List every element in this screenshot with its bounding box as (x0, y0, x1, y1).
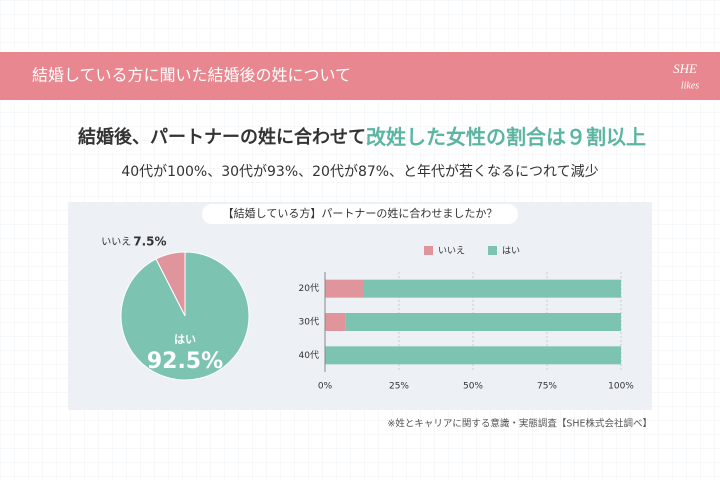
x-tick-label: 75% (537, 382, 557, 392)
y-tick-label: 20代 (299, 283, 319, 294)
y-tick-label: 40代 (299, 350, 319, 361)
x-tick-label: 100% (608, 382, 634, 392)
bar-segment (325, 313, 346, 331)
headline-emphasis: 改姓した女性の割合は９割以上 (366, 125, 646, 149)
panel-title-box (202, 204, 518, 224)
subline: 40代が100%、30代が93%、20代が87%、と年代が若くなるにつれて減少 (121, 163, 598, 180)
bar-segment (345, 313, 621, 331)
legend-label: はい (502, 246, 520, 257)
x-tick-label: 0% (318, 382, 333, 392)
x-tick-label: 50% (463, 382, 483, 392)
headline: 結婚後、パートナーの姓に合わせて改姓した女性の割合は９割以上 (78, 125, 646, 149)
slice-category: いいえ (101, 236, 131, 248)
x-tick-label: 25% (389, 382, 409, 392)
panel-title: 【結婚している方】パートナーの姓に合わせましたか？ (223, 206, 498, 220)
legend-label: いいえ (438, 246, 465, 257)
logo: SHE (673, 61, 697, 76)
header-title: 結婚している方に聞いた結婚後の姓について (32, 66, 351, 85)
source-note: ※姓とキャリアに関する意識・実態調査【SHE株式会社調べ】 (387, 418, 652, 430)
bar-segment (325, 279, 364, 298)
logo: likes (681, 80, 699, 91)
bar-segment (325, 346, 621, 365)
y-tick-label: 30代 (299, 317, 319, 328)
pie-slice (120, 251, 250, 381)
headline-lead: 結婚後、パートナーの姓に合わせて (78, 126, 366, 148)
legend-swatch (488, 246, 497, 255)
header-band (0, 52, 720, 100)
legend-swatch (424, 246, 433, 255)
bar-segment (363, 279, 621, 298)
slice-value: 92.5% (147, 349, 223, 374)
slice-category: はい (174, 333, 196, 346)
slice-value: 7.5% (133, 235, 166, 249)
